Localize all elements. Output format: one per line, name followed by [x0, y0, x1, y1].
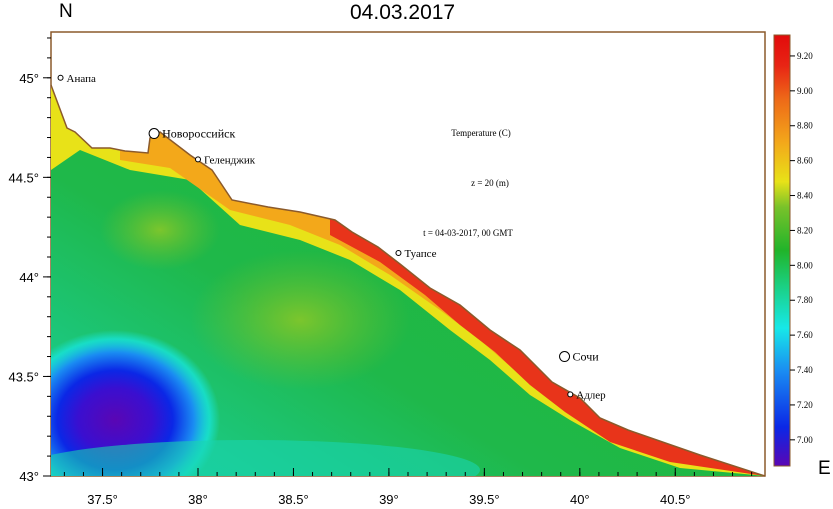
- colorbar: [773, 34, 791, 467]
- colorbar-tick-label: 8.80: [797, 121, 813, 131]
- colorbar-ticks: 7.00 7.20 7.40 7.60 7.80 8.00 8.20 8.40 8.60 8.80…: [790, 51, 813, 445]
- colorbar-tick-label: 9.20: [797, 51, 813, 61]
- x-tick-label: 39°: [379, 492, 399, 507]
- colorbar-tick-label: 8.40: [797, 191, 813, 201]
- y-tick-label: 43.5°: [8, 369, 39, 384]
- colorbar-tick-label: 7.40: [797, 365, 813, 375]
- city-marker-icon: [559, 351, 571, 363]
- y-tick-label: 43°: [19, 469, 39, 484]
- coastline: [50, 84, 766, 477]
- city-marker-icon: [57, 74, 64, 81]
- y-tick-label: 45°: [19, 71, 39, 86]
- city-marker-icon: [195, 156, 201, 163]
- colorbar-tick-label: 8.60: [797, 156, 813, 166]
- city-markers: Анапа Новороссийск Геленджик Туапсе Сочи Адле…: [57, 73, 606, 401]
- x-tick-label: 40.5°: [660, 492, 691, 507]
- x-tick-label: 38.5°: [278, 492, 309, 507]
- y-tick-label: 44.5°: [8, 170, 39, 185]
- city-label: Туапсе: [404, 248, 436, 260]
- city-label: Сочи: [573, 350, 600, 364]
- city-label: Новороссийск: [162, 127, 235, 141]
- page-title: 04.03.2017: [350, 1, 456, 24]
- latitude-axis: 45° 44.5° 44° 43.5° 43°: [8, 37, 51, 484]
- city-label: Анапа: [67, 73, 96, 85]
- x-tick-label: 38°: [188, 492, 208, 507]
- city-label: Адлер: [576, 389, 606, 401]
- colorbar-tick-label: 7.20: [797, 400, 813, 410]
- colorbar-tick-label: 7.60: [797, 330, 813, 340]
- parameter-label: Temperature (C): [451, 128, 511, 138]
- x-tick-label: 39.5°: [469, 492, 500, 507]
- colorbar-tick-label: 7.80: [797, 295, 813, 305]
- city-marker-icon: [567, 391, 574, 398]
- x-tick-label: 37.5°: [87, 492, 118, 507]
- time-label: t = 04-03-2017, 00 GMT: [423, 228, 513, 238]
- city-marker-icon: [148, 128, 160, 140]
- colorbar-tick-label: 8.20: [797, 225, 813, 235]
- depth-label: z = 20 (m): [471, 178, 509, 188]
- longitude-axis: 37.5° 38° 38.5° 39° 39.5° 40° 40.5°: [63, 468, 753, 507]
- y-tick-label: 44°: [19, 270, 39, 285]
- north-label: N: [59, 1, 73, 22]
- city-label: Геленджик: [204, 154, 256, 166]
- colorbar-tick-label: 8.00: [797, 260, 813, 270]
- east-label: E: [818, 458, 831, 479]
- x-tick-label: 40°: [570, 492, 590, 507]
- colorbar-tick-label: 9.00: [797, 86, 813, 96]
- colorbar-tick-label: 7.00: [797, 435, 813, 445]
- city-marker-icon: [395, 250, 402, 257]
